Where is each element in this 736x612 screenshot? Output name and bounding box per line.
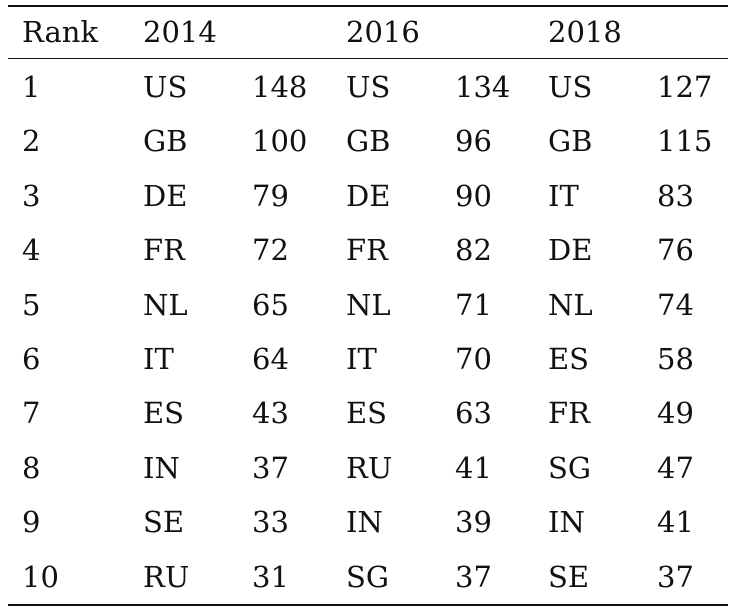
country-2014-cell: IT <box>143 342 174 376</box>
rank-cell: 5 <box>22 287 41 322</box>
table-row: 1 US 148 US 134 US 127 <box>8 60 728 114</box>
country-2016-cell: ES <box>346 396 388 431</box>
country-2018-cell: FR <box>548 396 590 431</box>
table-row: 3 DE 79 DE 90 IT 83 <box>8 169 728 223</box>
country-2014-cell: US <box>143 70 188 104</box>
value-2016-cell: 90 <box>455 178 492 213</box>
top-rule <box>8 5 728 7</box>
rank-cell: 4 <box>22 233 41 268</box>
rank-cell: 8 <box>22 450 41 485</box>
country-2018-cell: IT <box>548 178 579 213</box>
header-year-2016: 2016 <box>346 15 420 49</box>
value-2018-cell: 115 <box>657 124 713 159</box>
header-rank: Rank <box>22 15 99 49</box>
value-2018-cell: 41 <box>657 505 694 540</box>
rank-cell: 6 <box>22 342 41 376</box>
header-year-2018: 2018 <box>548 15 622 49</box>
header-year-2014: 2014 <box>143 15 217 49</box>
country-2016-cell: US <box>346 70 391 104</box>
country-2016-cell: NL <box>346 287 391 322</box>
value-2014-cell: 100 <box>252 124 308 159</box>
table-row: 2 GB 100 GB 96 GB 115 <box>8 114 728 168</box>
country-2016-cell: GB <box>346 124 391 159</box>
value-2016-cell: 82 <box>455 233 492 268</box>
country-2014-cell: IN <box>143 450 180 485</box>
value-2016-cell: 96 <box>455 124 492 159</box>
value-2014-cell: 64 <box>252 342 289 376</box>
country-2018-cell: US <box>548 70 593 104</box>
value-2016-cell: 41 <box>455 450 492 485</box>
rank-cell: 2 <box>22 124 41 159</box>
table-row: 6 IT 64 IT 70 ES 58 <box>8 332 728 386</box>
rank-cell: 7 <box>22 396 41 431</box>
country-2014-cell: DE <box>143 178 188 213</box>
country-2014-cell: ES <box>143 396 185 431</box>
country-2018-cell: IN <box>548 505 585 540</box>
country-2016-cell: DE <box>346 178 391 213</box>
table-row: 4 FR 72 FR 82 DE 76 <box>8 223 728 277</box>
country-2014-cell: RU <box>143 559 190 594</box>
country-2018-cell: SE <box>548 559 590 594</box>
header-row: Rank 2014 2016 2018 <box>8 5 728 59</box>
country-2018-cell: GB <box>548 124 593 159</box>
value-2016-cell: 71 <box>455 287 492 322</box>
value-2018-cell: 37 <box>657 559 694 594</box>
country-2016-cell: IN <box>346 505 383 540</box>
value-2014-cell: 43 <box>252 396 289 431</box>
rank-cell: 9 <box>22 505 41 540</box>
country-2018-cell: SG <box>548 450 592 485</box>
table-row: 5 NL 65 NL 71 NL 74 <box>8 278 728 332</box>
value-2016-cell: 63 <box>455 396 492 431</box>
ranking-table: Rank 2014 2016 2018 1 US 148 US 134 US 127 2 GB 1… <box>8 0 728 612</box>
country-2016-cell: FR <box>346 233 388 268</box>
value-2018-cell: 83 <box>657 178 694 213</box>
country-2016-cell: IT <box>346 342 377 376</box>
table-row: 7 ES 43 ES 63 FR 49 <box>8 386 728 440</box>
country-2018-cell: NL <box>548 287 593 322</box>
value-2014-cell: 72 <box>252 233 289 268</box>
value-2014-cell: 65 <box>252 287 289 322</box>
country-2014-cell: SE <box>143 505 185 540</box>
value-2018-cell: 127 <box>657 70 713 104</box>
value-2014-cell: 33 <box>252 505 289 540</box>
rank-cell: 3 <box>22 178 41 213</box>
bottom-rule <box>8 604 728 606</box>
value-2014-cell: 148 <box>252 70 308 104</box>
value-2016-cell: 37 <box>455 559 492 594</box>
value-2018-cell: 76 <box>657 233 694 268</box>
country-2016-cell: SG <box>346 559 390 594</box>
country-2018-cell: DE <box>548 233 593 268</box>
value-2018-cell: 58 <box>657 342 694 376</box>
country-2014-cell: NL <box>143 287 188 322</box>
value-2016-cell: 134 <box>455 70 511 104</box>
rank-cell: 10 <box>22 559 59 594</box>
table-row: 10 RU 31 SG 37 SE 37 <box>8 550 728 604</box>
header-rule <box>8 58 728 59</box>
value-2014-cell: 31 <box>252 559 289 594</box>
value-2016-cell: 39 <box>455 505 492 540</box>
value-2018-cell: 47 <box>657 450 694 485</box>
rank-cell: 1 <box>22 70 41 104</box>
value-2018-cell: 74 <box>657 287 694 322</box>
country-2014-cell: GB <box>143 124 188 159</box>
value-2016-cell: 70 <box>455 342 492 376</box>
value-2014-cell: 37 <box>252 450 289 485</box>
table-row: 9 SE 33 IN 39 IN 41 <box>8 495 728 549</box>
value-2018-cell: 49 <box>657 396 694 431</box>
value-2014-cell: 79 <box>252 178 289 213</box>
table-row: 8 IN 37 RU 41 SG 47 <box>8 441 728 495</box>
country-2014-cell: FR <box>143 233 185 268</box>
country-2018-cell: ES <box>548 342 590 376</box>
country-2016-cell: RU <box>346 450 393 485</box>
